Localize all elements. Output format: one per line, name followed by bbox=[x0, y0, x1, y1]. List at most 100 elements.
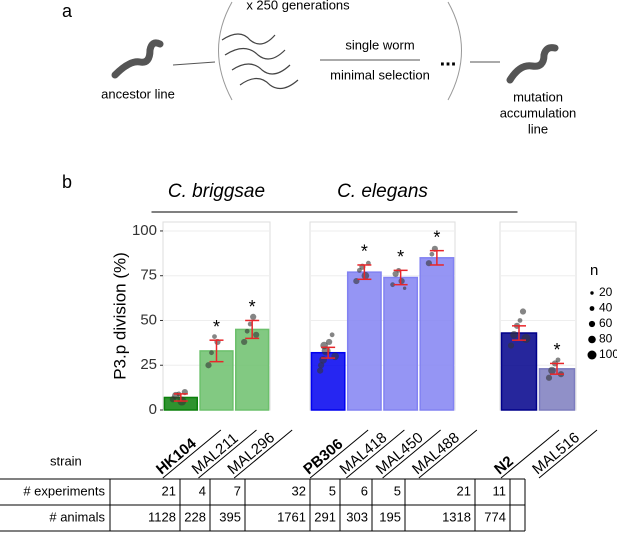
arrow bbox=[172, 61, 216, 66]
strain-rule bbox=[233, 429, 293, 479]
facet-title: C. briggsae bbox=[168, 181, 265, 202]
y-axis-label: P3.p division (%) bbox=[110, 252, 129, 380]
point bbox=[398, 277, 405, 285]
bar bbox=[419, 257, 455, 411]
significance: * bbox=[433, 227, 440, 247]
legend-label: 100 bbox=[599, 347, 617, 361]
point bbox=[250, 313, 257, 320]
table-cell: 11 bbox=[493, 483, 507, 498]
point bbox=[507, 342, 515, 349]
strain-rule bbox=[162, 429, 222, 479]
point bbox=[329, 332, 335, 338]
y-tick-label: 100 bbox=[132, 222, 157, 239]
legend-label: 60 bbox=[599, 316, 613, 330]
strain-rule bbox=[500, 429, 560, 479]
legend-title: n bbox=[590, 262, 598, 279]
legend-dot bbox=[589, 306, 595, 311]
table-cell: 1128 bbox=[148, 509, 176, 524]
panel-label: a bbox=[62, 1, 73, 21]
point bbox=[555, 357, 561, 363]
strain-name: MAL516 bbox=[529, 429, 583, 478]
single-worm: single worm bbox=[345, 37, 414, 52]
significance: * bbox=[397, 247, 404, 267]
point bbox=[390, 282, 396, 288]
strain-rule bbox=[309, 429, 369, 479]
point bbox=[209, 350, 214, 356]
table-cell: 5 bbox=[329, 483, 336, 498]
strain-name: N2 bbox=[491, 453, 517, 478]
bracket bbox=[447, 1, 462, 101]
bar bbox=[383, 276, 419, 411]
point bbox=[244, 328, 250, 334]
table-cell: 395 bbox=[219, 509, 241, 524]
table-cell: 774 bbox=[484, 509, 506, 524]
significance: * bbox=[553, 340, 560, 360]
strain-label: strain bbox=[50, 453, 82, 468]
table-cell: 291 bbox=[314, 509, 336, 524]
point bbox=[247, 321, 253, 327]
bar bbox=[538, 368, 576, 411]
generations: x 250 generations bbox=[246, 0, 350, 12]
worms bbox=[221, 33, 299, 90]
bar bbox=[310, 351, 346, 411]
point bbox=[241, 338, 248, 346]
significance: * bbox=[249, 297, 256, 317]
y-tick-label: 50 bbox=[140, 311, 157, 328]
table-cell: 21 bbox=[162, 483, 176, 498]
worm bbox=[506, 44, 559, 84]
strain-rule bbox=[198, 429, 257, 479]
legend-dot bbox=[590, 291, 594, 295]
ellipsis: ... bbox=[440, 48, 457, 70]
mutation-label: accumulation bbox=[500, 105, 577, 120]
table-cell: 1761 bbox=[277, 509, 306, 524]
significance: * bbox=[213, 317, 220, 337]
table-cell: 21 bbox=[457, 483, 471, 498]
table-cell: 1318 bbox=[442, 509, 471, 524]
strain-rule bbox=[346, 429, 405, 479]
point bbox=[545, 374, 553, 381]
legend-label: 40 bbox=[599, 301, 613, 315]
strain-rule bbox=[418, 429, 478, 479]
table-cell: 303 bbox=[346, 509, 368, 524]
significance: * bbox=[361, 242, 368, 262]
strain-rule bbox=[382, 429, 441, 479]
table-cell: 6 bbox=[361, 483, 368, 498]
table-cell: 195 bbox=[379, 509, 401, 524]
point bbox=[320, 341, 328, 350]
point bbox=[318, 362, 325, 369]
y-tick-label: 25 bbox=[140, 356, 157, 373]
strain-rule bbox=[538, 429, 598, 479]
point bbox=[253, 331, 260, 338]
point bbox=[402, 286, 407, 290]
point bbox=[317, 367, 324, 374]
legend-dot bbox=[588, 335, 596, 344]
table-cell: 4 bbox=[199, 483, 206, 498]
point bbox=[392, 270, 399, 278]
y-tick-label: 0 bbox=[149, 401, 157, 418]
legend-label: 20 bbox=[599, 285, 613, 299]
bracket bbox=[218, 1, 233, 101]
table-cell: 228 bbox=[184, 509, 206, 524]
facet-title: C. elegans bbox=[337, 181, 428, 202]
table-cell: 5 bbox=[394, 483, 401, 498]
table-cell: 7 bbox=[234, 483, 241, 498]
y-tick-label: 75 bbox=[140, 267, 157, 284]
bar bbox=[346, 271, 382, 411]
strain-name: PB306 bbox=[300, 436, 346, 479]
mutation-label: line bbox=[528, 121, 548, 136]
point bbox=[429, 251, 435, 257]
point bbox=[548, 366, 556, 375]
point bbox=[521, 333, 531, 343]
bar bbox=[235, 328, 270, 411]
legend-dot bbox=[587, 350, 597, 360]
point bbox=[517, 318, 523, 323]
ancestor: ancestor line bbox=[101, 86, 175, 101]
legend-label: 80 bbox=[599, 332, 613, 346]
point bbox=[212, 334, 217, 339]
point bbox=[331, 352, 339, 361]
worm bbox=[111, 39, 164, 79]
legend-dot bbox=[588, 320, 596, 328]
point bbox=[510, 331, 518, 339]
point bbox=[326, 338, 333, 346]
